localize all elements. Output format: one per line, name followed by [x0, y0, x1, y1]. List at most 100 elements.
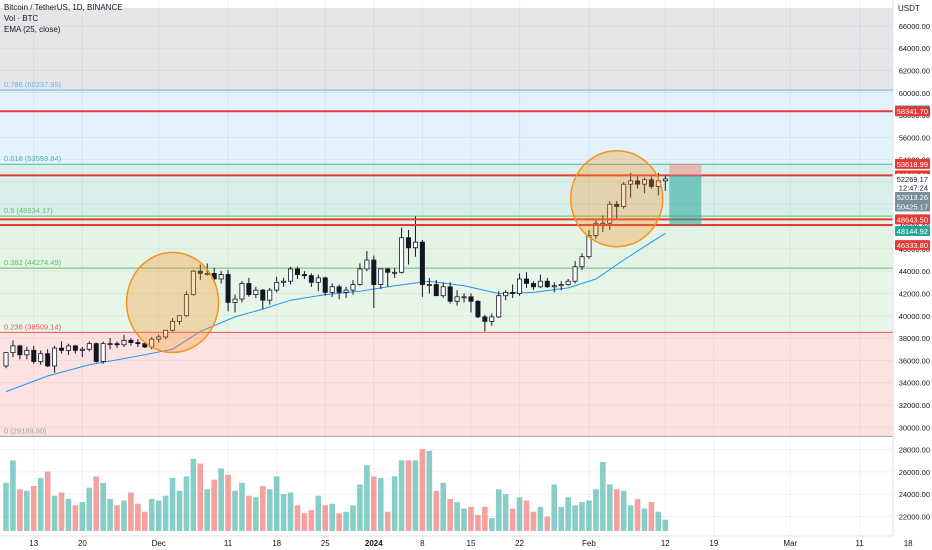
candle-body	[17, 345, 23, 356]
volume-bar	[142, 511, 148, 531]
volume-bar	[329, 503, 335, 531]
volume-bar	[253, 497, 259, 531]
volume-bar	[634, 498, 641, 531]
volume-bar	[17, 489, 23, 531]
candle-body	[489, 316, 495, 322]
candle-body	[461, 296, 467, 299]
price-tag-label: 50425.17	[897, 202, 928, 211]
price-tag-bg	[895, 182, 930, 193]
price-tick-label: 22000.00	[899, 513, 930, 522]
candle-body	[288, 268, 294, 282]
price-tick-label: 64000.00	[899, 44, 930, 53]
candle-body	[79, 348, 85, 351]
legend-ema[interactable]: EMA (25, close)	[4, 25, 61, 34]
fib-label: 0.5 (48934.17)	[4, 206, 53, 215]
price-tag-label: 52013.26	[897, 193, 928, 202]
volume-bar	[454, 502, 460, 531]
candle-body	[350, 284, 356, 291]
price-tag-bg	[895, 240, 930, 251]
candle-body	[635, 180, 641, 185]
candle-body	[343, 289, 349, 293]
candle-body	[308, 275, 314, 283]
time-tick-label: 25	[321, 539, 330, 548]
volume-bar	[537, 506, 544, 531]
candle-body	[551, 285, 557, 288]
candle-body	[260, 289, 266, 301]
candle-body	[239, 283, 245, 300]
position-stop-zone	[669, 163, 702, 176]
volume-bar	[648, 502, 655, 531]
candle-body	[440, 286, 446, 297]
volume-bar	[613, 489, 620, 531]
legend-symbol[interactable]: Bitcoin / TetherUS, 1D, BINANCE	[4, 3, 123, 12]
time-tick-label: 12	[661, 539, 670, 548]
candle-body	[496, 295, 502, 318]
legend-volume[interactable]: Vol · BTC	[4, 14, 39, 23]
time-tick-label: 8	[420, 539, 425, 548]
volume-bar	[128, 492, 134, 531]
price-grid	[0, 25, 893, 518]
fib-zone-1	[0, 90, 893, 165]
volume-bar	[225, 474, 231, 531]
volume-bar	[364, 465, 370, 531]
candle-body	[517, 278, 523, 294]
fib-label: 0.618 (53593.84)	[4, 154, 62, 163]
volume-bar	[662, 519, 669, 531]
candle-body	[135, 342, 141, 345]
candle-body	[294, 268, 300, 275]
volume-bar	[440, 482, 447, 531]
candle-body	[176, 315, 182, 322]
fib-zone-4	[0, 268, 893, 333]
price-tick-label: 44000.00	[899, 267, 930, 276]
candle-body	[378, 268, 384, 285]
price-tick-label: 42000.00	[899, 289, 930, 298]
volume-bar	[79, 502, 86, 531]
volume-bar	[72, 505, 79, 531]
candle-body	[558, 284, 564, 287]
volume-bar	[620, 490, 627, 531]
volume-bar	[475, 514, 481, 531]
candle-body	[65, 345, 71, 351]
price-tag-label: 52269.17	[897, 175, 928, 184]
volume-bar	[211, 479, 217, 531]
time-tick-label: Feb	[582, 539, 596, 548]
volume-bar	[197, 463, 204, 531]
candle-body	[274, 281, 280, 291]
candle-body	[336, 286, 342, 293]
candle-body	[662, 178, 668, 182]
volume-bar	[58, 492, 65, 531]
candle-body	[52, 347, 58, 367]
candle-body	[412, 241, 418, 249]
price-tag-label: 12:47:24	[899, 184, 928, 193]
volume-bar	[489, 518, 495, 531]
price-tick-label: 30000.00	[899, 423, 930, 432]
fib-label: 0.382 (44274.49)	[4, 258, 62, 267]
chart-legend: Bitcoin / TetherUS, 1D, BINANCE Vol · BT…	[4, 2, 123, 35]
candle-body	[565, 280, 571, 285]
volume-bar	[301, 513, 308, 531]
candle-body	[614, 203, 620, 207]
volume-bar	[162, 495, 169, 531]
volume-bar	[86, 487, 93, 531]
candle-body	[315, 277, 321, 283]
volume-bar	[606, 484, 613, 531]
volume-bar	[218, 468, 224, 531]
volume-bar	[121, 500, 127, 531]
volume-bar	[204, 489, 211, 531]
candle-body	[59, 347, 65, 351]
candle-body	[3, 352, 9, 367]
candle-body	[544, 280, 550, 288]
time-tick-label: 15	[467, 539, 476, 548]
candle-body	[128, 339, 134, 343]
candle-body	[482, 316, 488, 322]
volume-bar	[322, 505, 329, 531]
volume-bar	[239, 482, 245, 531]
volume-bar	[558, 506, 564, 531]
candle-body	[399, 237, 405, 273]
volume-bar	[155, 500, 162, 531]
time-tick-label: 18	[904, 539, 913, 548]
candle-body	[232, 298, 238, 303]
price-tick-label: 66000.00	[899, 22, 930, 31]
volume-bar	[384, 511, 391, 531]
